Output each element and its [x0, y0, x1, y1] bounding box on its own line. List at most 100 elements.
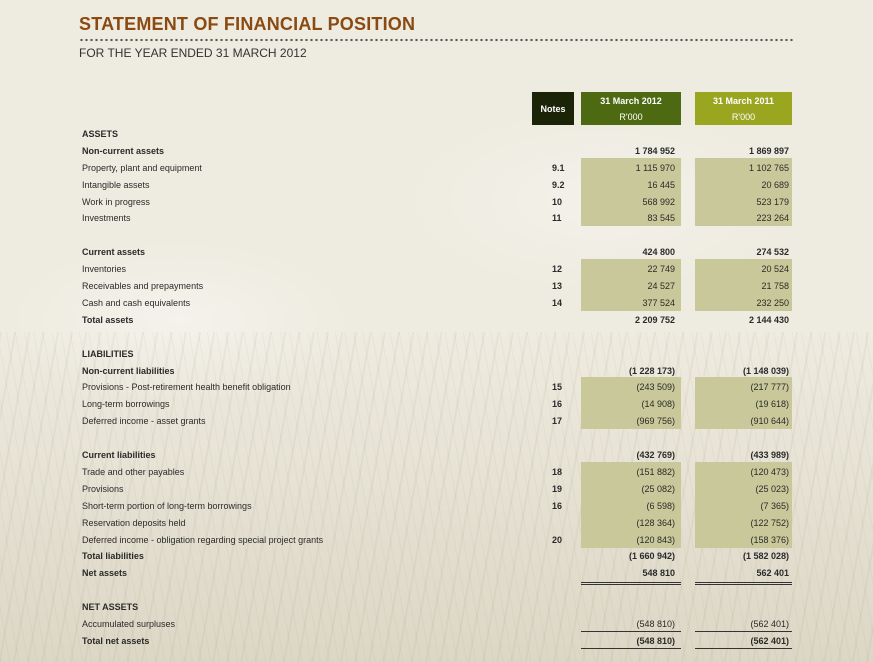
statement-row: Cash and cash equivalents 14 377 524 232… — [82, 295, 792, 312]
panel-2011-noncurrent-liabilities — [695, 377, 792, 429]
value-2012: (243 509) — [636, 382, 675, 392]
row-label: Property, plant and equipment — [82, 163, 202, 173]
row-label: Work in progress — [82, 197, 150, 207]
year-2011-column-header: 31 March 2011 R'000 — [695, 92, 792, 125]
note-ref: 11 — [552, 213, 562, 223]
value-2011: (562 401) — [750, 636, 789, 646]
value-2012: (1 660 942) — [628, 551, 675, 561]
statement-row: Intangible assets 9.2 16 445 20 689 — [82, 177, 792, 194]
note-ref: 18 — [552, 467, 563, 477]
statement-row: ASSETS — [82, 126, 792, 143]
value-2011: 20 524 — [761, 264, 789, 274]
statement-row: Short-term portion of long-term borrowin… — [82, 498, 792, 515]
value-2012: 16 445 — [647, 180, 675, 190]
accumulated-rule-2012 — [581, 631, 681, 632]
value-2011: 523 179 — [756, 197, 789, 207]
row-label: Non-current assets — [82, 146, 165, 156]
statement-row: Current liabilities (432 769) (433 989) — [82, 447, 792, 464]
year-2011-label: 31 March 2011 — [712, 95, 775, 106]
value-2011: (25 023) — [755, 484, 789, 494]
row-label: Accumulated surpluses — [82, 619, 176, 629]
total-net-assets-rule-2011 — [695, 648, 792, 649]
statement-row: Investments 11 83 545 223 264 — [82, 210, 792, 227]
value-2012: 568 992 — [642, 197, 675, 207]
value-2012: 2 209 752 — [634, 315, 675, 325]
panel-2012-noncurrent-assets — [581, 158, 681, 226]
value-2012: 1 784 952 — [634, 146, 675, 156]
statement-row: Net assets 548 810 562 401 — [82, 565, 792, 582]
row-label: Short-term portion of long-term borrowin… — [82, 501, 252, 511]
row-label: Inventories — [82, 264, 127, 274]
note-ref: 20 — [552, 535, 563, 545]
statement-row: Property, plant and equipment 9.1 1 115 … — [82, 160, 792, 177]
row-label: Total net assets — [82, 636, 150, 646]
year-2011-unit: R'000 — [731, 111, 756, 122]
statement-row: Total net assets (548 810) (562 401) — [82, 633, 792, 650]
value-2011: (19 618) — [755, 399, 789, 409]
value-2011: (7 365) — [760, 501, 789, 511]
value-2011: (433 989) — [750, 450, 789, 460]
row-label: NET ASSETS — [82, 602, 139, 612]
value-2011: 20 689 — [761, 180, 789, 190]
statement-row: LIABILITIES — [82, 346, 792, 363]
panel-2012-noncurrent-liabilities — [581, 377, 681, 429]
net-assets-double-rule-2011b — [695, 584, 792, 585]
row-label: Provisions — [82, 484, 124, 494]
row-label: LIABILITIES — [82, 349, 134, 359]
note-ref: 9.2 — [552, 180, 565, 190]
value-2012: (969 756) — [636, 416, 675, 426]
value-2012: 22 749 — [647, 264, 675, 274]
row-label: Total liabilities — [82, 551, 144, 561]
page-title: STATEMENT OF FINANCIAL POSITION — [79, 14, 416, 34]
value-2012: (432 769) — [636, 450, 675, 460]
statement-row: Current assets 424 800 274 532 — [82, 244, 792, 261]
value-2012: (548 810) — [636, 636, 675, 646]
panel-2011-noncurrent-assets — [695, 158, 792, 226]
value-2011: (217 777) — [750, 382, 789, 392]
row-label: Receivables and prepayments — [82, 281, 204, 291]
statement-row: Provisions 19 (25 082) (25 023) — [82, 481, 792, 498]
row-label: Intangible assets — [82, 180, 150, 190]
accumulated-rule-2011 — [695, 631, 792, 632]
value-2011: (562 401) — [750, 619, 789, 629]
value-2012: 83 545 — [647, 213, 675, 223]
note-ref: 12 — [552, 264, 563, 274]
panel-2011-current-assets — [695, 259, 792, 311]
value-2012: 377 524 — [642, 298, 675, 308]
value-2012: (548 810) — [636, 619, 675, 629]
statement-row: Total assets 2 209 752 2 144 430 — [82, 312, 792, 329]
row-label: Deferred income - obligation regarding s… — [82, 535, 324, 545]
row-label: Non-current liabilities — [82, 366, 175, 376]
note-ref: 15 — [552, 382, 563, 392]
row-label: Current assets — [82, 247, 146, 257]
row-label: ASSETS — [82, 129, 119, 139]
value-2012: 424 800 — [642, 247, 675, 257]
net-assets-double-rule-2012b — [581, 584, 681, 585]
panel-2012-current-assets — [581, 259, 681, 311]
value-2012: (6 598) — [646, 501, 675, 511]
row-label: Deferred income - asset grants — [82, 416, 206, 426]
row-label: Total assets — [82, 315, 134, 325]
value-2012: (14 908) — [641, 399, 675, 409]
value-2012: (120 843) — [636, 535, 675, 545]
row-label: Provisions - Post-retirement health bene… — [82, 382, 291, 392]
value-2012: (1 228 173) — [628, 366, 675, 376]
statement-row: Deferred income - obligation regarding s… — [82, 532, 792, 549]
statement-row: Non-current assets 1 784 952 1 869 897 — [82, 143, 792, 160]
value-2011: 274 532 — [756, 247, 789, 257]
note-ref: 9.1 — [552, 163, 565, 173]
value-2011: (158 376) — [750, 535, 789, 545]
row-label: Cash and cash equivalents — [82, 298, 191, 308]
value-2011: (120 473) — [750, 467, 789, 477]
dotted-divider — [79, 38, 793, 42]
value-2012: 548 810 — [642, 568, 675, 578]
panel-2011-current-liabilities — [695, 462, 792, 548]
year-2012-column-header: 31 March 2012 R'000 — [581, 92, 681, 125]
row-label: Trade and other payables — [82, 467, 185, 477]
value-2011: 232 250 — [756, 298, 789, 308]
net-assets-double-rule-2012 — [581, 582, 681, 583]
value-2011: 1 102 765 — [748, 163, 789, 173]
year-2012-label: 31 March 2012 — [600, 95, 662, 106]
statement-row: Trade and other payables 18 (151 882) (1… — [82, 464, 792, 481]
statement-row: Inventories 12 22 749 20 524 — [82, 261, 792, 278]
